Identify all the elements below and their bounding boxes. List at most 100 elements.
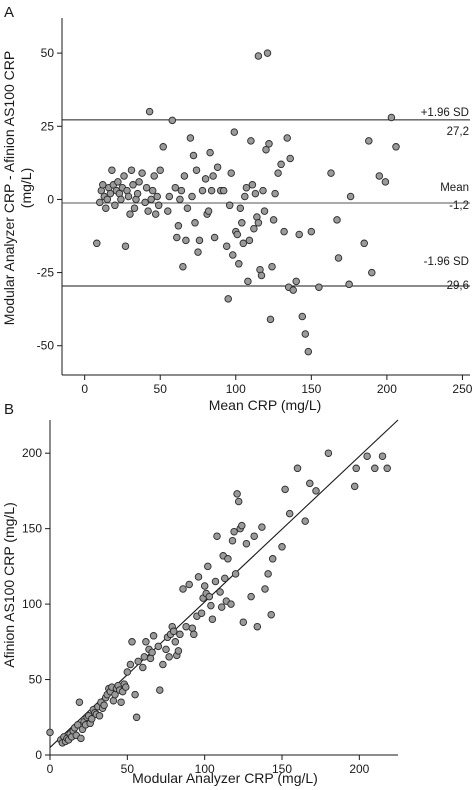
panel-a-data-point bbox=[381, 178, 390, 186]
panel-a-data-point bbox=[262, 145, 270, 154]
panel-b-data-point bbox=[224, 555, 232, 563]
panel-a-data-point bbox=[387, 113, 396, 122]
panel-a-letter: A bbox=[4, 4, 14, 21]
panel-b-data-point bbox=[176, 630, 184, 639]
panel-b-data-point bbox=[352, 464, 360, 473]
panel-a-data-point bbox=[176, 195, 184, 204]
panel-b-data-point bbox=[171, 638, 180, 646]
panel-b-data-point bbox=[126, 660, 135, 669]
panel-a-data-point bbox=[242, 183, 251, 192]
panel-a-data-point bbox=[247, 137, 255, 145]
panel-a-data-point bbox=[236, 204, 245, 212]
panel-a-data-point bbox=[189, 151, 198, 160]
panel-a-data-point bbox=[257, 271, 266, 280]
panel-a-data-point bbox=[151, 210, 160, 218]
panel-a-data-point bbox=[225, 201, 234, 210]
panel-a-data-point bbox=[144, 207, 152, 215]
panel-b-data-point bbox=[378, 452, 387, 460]
panel-a-data-point bbox=[375, 172, 384, 180]
panel-b-data-point bbox=[278, 543, 286, 551]
panel-b-data-point bbox=[233, 490, 241, 498]
panel-b-data-point bbox=[123, 668, 132, 676]
panel-a-data-point bbox=[230, 128, 239, 136]
panel-a-data-point bbox=[198, 186, 207, 195]
panel-a-data-point bbox=[219, 186, 228, 195]
panel-a-data-point bbox=[254, 52, 263, 60]
panel-a-data-point bbox=[102, 204, 110, 212]
panel-a-data-point bbox=[280, 227, 288, 236]
panel-b-y-axis-label: Afinion AS100 CRP (mg/L) bbox=[1, 502, 17, 668]
panel-b-x-tick-label: 150 bbox=[272, 762, 292, 776]
panel-a-data-point bbox=[192, 166, 201, 174]
panel-a-data-point bbox=[241, 192, 249, 201]
panel-a-data-point bbox=[130, 204, 139, 212]
panel-a-data-point bbox=[251, 189, 260, 198]
panel-b-data-point bbox=[74, 721, 82, 729]
panel-a-data-point bbox=[292, 277, 300, 286]
panel-b-data-point bbox=[221, 574, 229, 583]
panel-a-y-tick-label: 50 bbox=[41, 46, 55, 60]
panel-a-data-point bbox=[194, 248, 202, 256]
panel-a-data-point bbox=[117, 195, 125, 204]
panel-b-data-point bbox=[205, 592, 214, 601]
panel-b-data-point bbox=[194, 573, 203, 581]
panel-a-data-point bbox=[333, 216, 341, 224]
panel-b-data-point bbox=[253, 622, 262, 631]
panel-a-data-point bbox=[164, 207, 172, 215]
panel-a-data-point bbox=[120, 172, 128, 180]
panel-b-data-point bbox=[165, 653, 173, 661]
panel-b-data-point bbox=[142, 638, 150, 646]
upper-limit-value: 27,2 bbox=[447, 126, 469, 138]
panel-a-data-point bbox=[168, 116, 177, 125]
panel-a-data-point bbox=[153, 192, 161, 201]
panel-a-data-point bbox=[127, 166, 136, 174]
panel-b-data-point bbox=[371, 464, 379, 473]
panel-a-data-point bbox=[233, 230, 242, 239]
panel-b-data-point bbox=[261, 585, 269, 593]
panel-b-data-point bbox=[146, 654, 155, 663]
panel-b-x-tick-label: 50 bbox=[121, 762, 135, 776]
panel-b-data-point bbox=[169, 627, 178, 636]
panel-b-data-point bbox=[140, 653, 149, 661]
panel-a-data-point bbox=[114, 178, 122, 186]
lower-limit-name: -1.96 SD bbox=[424, 256, 469, 268]
panel-a-data-point bbox=[259, 186, 267, 195]
panel-b-data-point bbox=[154, 642, 163, 651]
panel-b-data-point bbox=[46, 728, 54, 737]
panel-a-data-point bbox=[266, 315, 275, 324]
panel-b-data-point bbox=[211, 577, 220, 586]
panel-a-data-point bbox=[180, 172, 189, 180]
panel-a-data-point bbox=[148, 186, 157, 195]
panel-b-data-point bbox=[109, 696, 118, 705]
panel-a-data-point bbox=[269, 216, 278, 224]
panel-a-data-point bbox=[150, 172, 158, 180]
panel-a-data-point bbox=[142, 183, 151, 192]
panel-a-data-point bbox=[103, 195, 112, 204]
panel-a-data-point bbox=[154, 201, 163, 210]
panel-b-data-point bbox=[238, 521, 246, 530]
panel-b-data-point bbox=[134, 657, 142, 666]
panel-b-data-point bbox=[230, 527, 238, 536]
panel-a-data-point bbox=[147, 195, 155, 204]
panel-b-data-point bbox=[179, 585, 187, 593]
panel-a-data-point bbox=[177, 186, 186, 195]
panel-a-data-point bbox=[307, 227, 316, 236]
panel-b-data-point bbox=[324, 449, 333, 457]
panel-a-data-point bbox=[206, 148, 214, 157]
panel-a-data-point bbox=[327, 169, 335, 177]
panel-a-data-point bbox=[289, 286, 297, 294]
panel-a-x-tick-label: 0 bbox=[81, 382, 88, 396]
panel-b-data-point bbox=[188, 624, 197, 632]
panel-b-data-point bbox=[88, 715, 96, 723]
panel-a-x-tick-label: 100 bbox=[226, 382, 246, 396]
panel-b-data-point bbox=[285, 509, 294, 518]
panel-a-data-point bbox=[277, 160, 285, 169]
panel-b-data-point bbox=[148, 648, 156, 657]
panel-b-y-tick-label: 100 bbox=[22, 597, 42, 611]
panel-b-data-point bbox=[250, 532, 258, 540]
panel-b-data-point bbox=[190, 630, 198, 639]
panel-a-data-point bbox=[141, 198, 149, 207]
panel-a-data-point bbox=[165, 192, 174, 201]
panel-a-data-point bbox=[111, 201, 119, 210]
panel-a-data-point bbox=[106, 189, 115, 198]
